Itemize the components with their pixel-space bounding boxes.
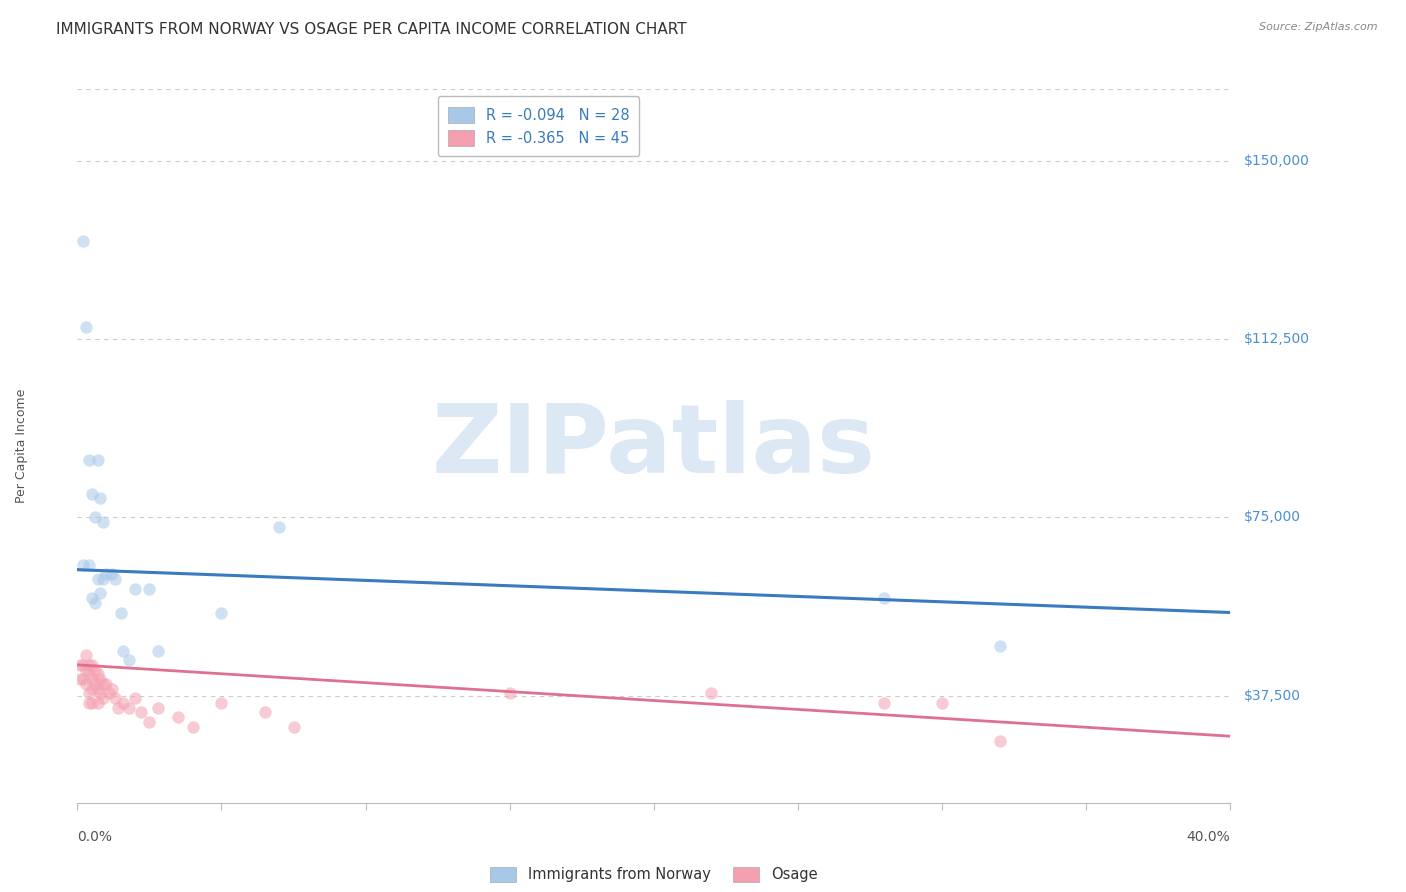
Point — [80, 672, 103, 686]
Point — [931, 696, 953, 710]
Text: ZIPatlas: ZIPatlas — [432, 400, 876, 492]
Point — [80, 591, 103, 606]
Point — [267, 520, 291, 534]
Text: $75,000: $75,000 — [1244, 510, 1302, 524]
Point — [69, 657, 91, 672]
Point — [83, 663, 105, 677]
Point — [77, 453, 100, 467]
Point — [499, 686, 522, 700]
Point — [129, 706, 152, 720]
Point — [283, 720, 305, 734]
Point — [98, 686, 121, 700]
Point — [91, 572, 114, 586]
Point — [75, 663, 97, 677]
Point — [181, 720, 204, 734]
Point — [104, 572, 127, 586]
Point — [112, 696, 135, 710]
Point — [101, 681, 124, 696]
Point — [83, 596, 105, 610]
Point — [112, 643, 135, 657]
Text: 40.0%: 40.0% — [1187, 830, 1230, 844]
Point — [77, 667, 100, 681]
Point — [80, 657, 103, 672]
Point — [75, 320, 97, 334]
Point — [83, 510, 105, 524]
Text: $37,500: $37,500 — [1244, 689, 1302, 703]
Point — [124, 582, 146, 596]
Point — [77, 558, 100, 572]
Point — [72, 672, 94, 686]
Point — [700, 686, 723, 700]
Point — [167, 710, 190, 724]
Text: 0.0%: 0.0% — [77, 830, 112, 844]
Point — [988, 639, 1011, 653]
Text: $112,500: $112,500 — [1244, 332, 1310, 346]
Point — [72, 657, 94, 672]
Point — [72, 235, 94, 249]
Point — [91, 677, 114, 691]
Point — [211, 696, 233, 710]
Point — [104, 691, 127, 706]
Point — [110, 606, 132, 620]
Point — [72, 558, 94, 572]
Point — [89, 491, 111, 506]
Point — [101, 567, 124, 582]
Point — [146, 700, 169, 714]
Point — [118, 700, 141, 714]
Point — [89, 672, 111, 686]
Point — [253, 706, 276, 720]
Point — [86, 696, 108, 710]
Point — [77, 686, 100, 700]
Point — [873, 591, 896, 606]
Point — [873, 696, 896, 710]
Point — [86, 667, 108, 681]
Point — [77, 657, 100, 672]
Text: Per Capita Income: Per Capita Income — [14, 389, 28, 503]
Point — [988, 734, 1011, 748]
Legend: Immigrants from Norway, Osage: Immigrants from Norway, Osage — [484, 861, 824, 888]
Point — [96, 677, 118, 691]
Point — [124, 691, 146, 706]
Point — [91, 515, 114, 529]
Point — [89, 586, 111, 600]
Point — [77, 696, 100, 710]
Point — [86, 681, 108, 696]
Point — [69, 672, 91, 686]
Point — [75, 677, 97, 691]
Point — [138, 714, 160, 729]
Text: IMMIGRANTS FROM NORWAY VS OSAGE PER CAPITA INCOME CORRELATION CHART: IMMIGRANTS FROM NORWAY VS OSAGE PER CAPI… — [56, 22, 688, 37]
Point — [80, 696, 103, 710]
Point — [86, 572, 108, 586]
Text: $150,000: $150,000 — [1244, 153, 1310, 168]
Point — [89, 686, 111, 700]
Point — [96, 567, 118, 582]
Text: Source: ZipAtlas.com: Source: ZipAtlas.com — [1260, 22, 1378, 32]
Point — [83, 677, 105, 691]
Point — [118, 653, 141, 667]
Point — [80, 486, 103, 500]
Point — [138, 582, 160, 596]
Point — [86, 453, 108, 467]
Point — [91, 691, 114, 706]
Point — [80, 681, 103, 696]
Point — [75, 648, 97, 663]
Point — [146, 643, 169, 657]
Point — [107, 700, 129, 714]
Point — [211, 606, 233, 620]
